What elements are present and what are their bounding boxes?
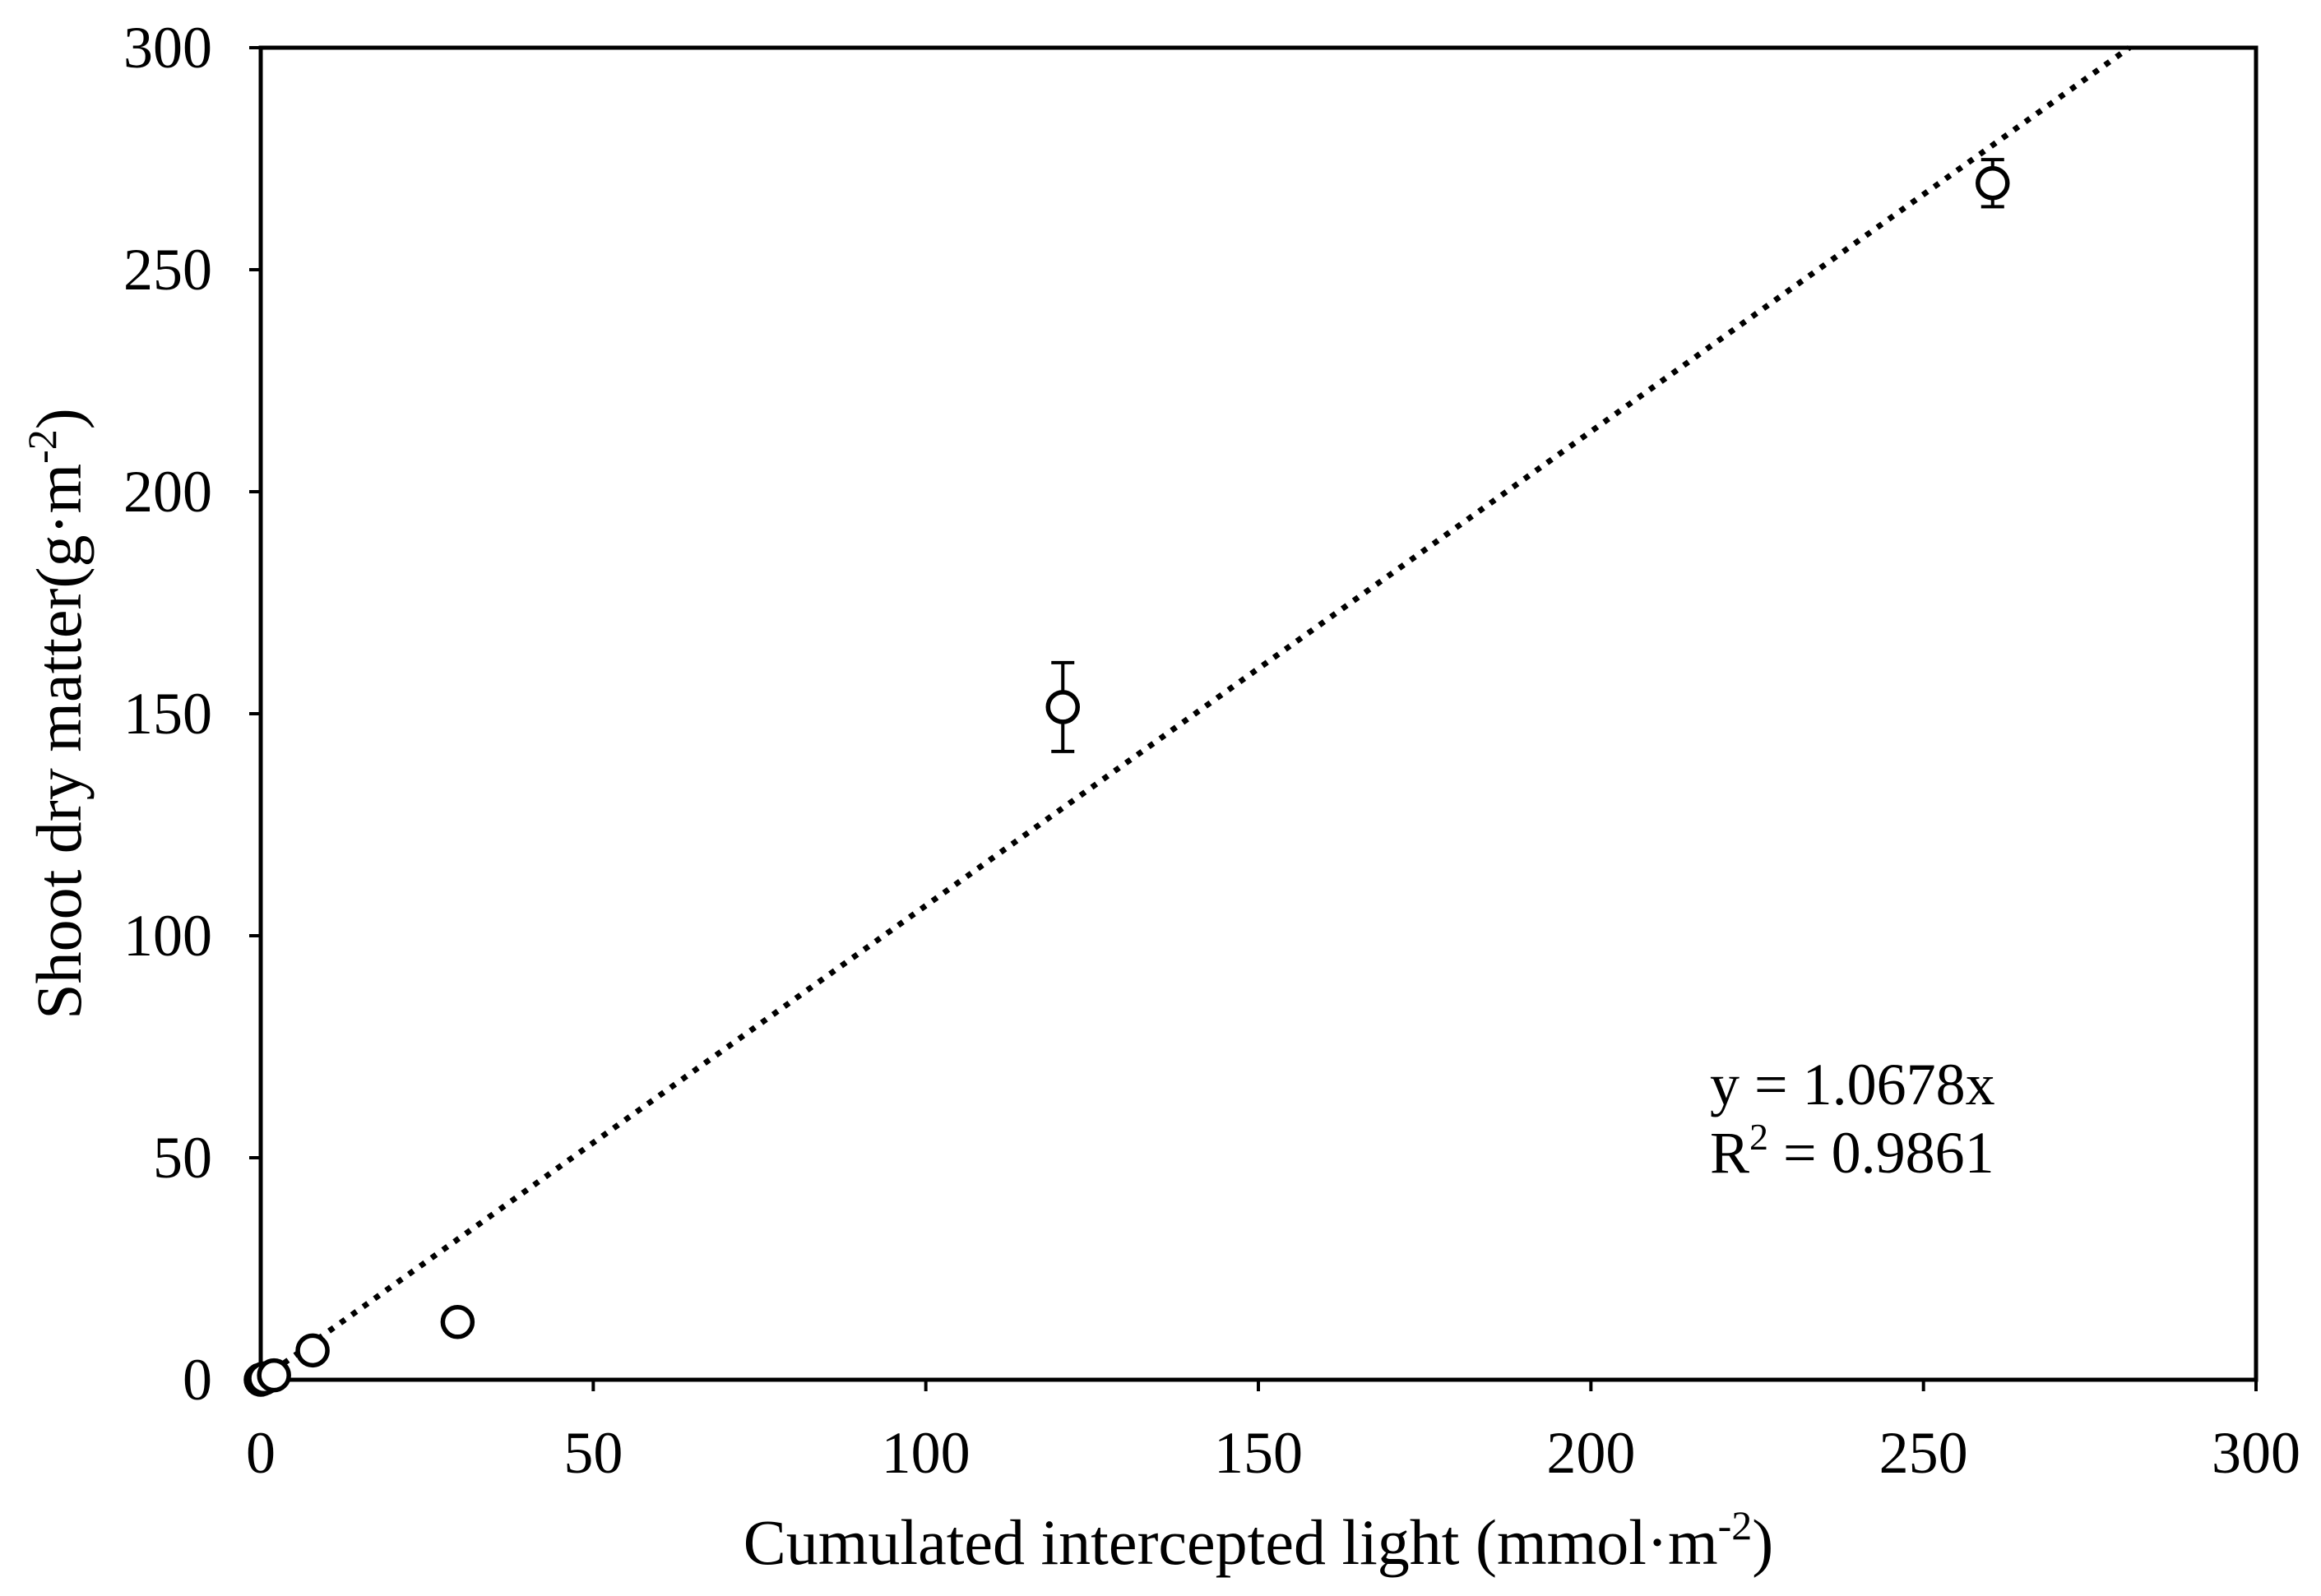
data-point [1976,165,2010,201]
data-point [1045,690,1081,724]
r-squared-tail: = 0.9861 [1768,1120,1994,1186]
x-axis-label: Cumulated intercepted light (mmol·m-2) [744,1502,1774,1578]
x-tick-label: 300 [2212,1420,2300,1486]
data-point [295,1333,330,1368]
y-tick-label: 250 [123,237,212,303]
data-point [257,1358,291,1393]
tick-labels: 0 50 100 150 200 250 300 0 50 100 150 200 250 300 [123,15,2300,1486]
x-axis-label-main: Cumulated intercepted light (mmol·m [744,1506,1718,1578]
x-tick-label: 50 [563,1420,623,1486]
x-tick-label: 150 [1214,1420,1303,1486]
r-squared-main: R [1710,1120,1749,1186]
y-tick-label: 150 [123,681,212,747]
y-axis-label-main: Shoot dry matter(g·m [23,464,95,1020]
y-tick-label: 100 [123,903,212,969]
y-axis-label-tail: ) [23,408,95,429]
x-axis-label-tail: ) [1752,1506,1773,1578]
y-axis-label: Shoot dry matter(g·m-2) [19,408,95,1020]
y-axis-label-sup: -2 [19,429,65,464]
trendline-equation: y = 1.0678x [1710,1052,1995,1117]
trendline [258,45,2131,1382]
y-tick-label: 0 [183,1347,212,1413]
x-tick-label: 200 [1546,1420,1635,1486]
plot-frame [258,45,2258,1382]
trendline-layer [258,45,2131,1382]
r-squared-sup: 2 [1749,1116,1768,1158]
y-tick-label: 50 [153,1125,212,1191]
x-tick-label: 0 [246,1420,276,1486]
y-tick-label: 200 [123,459,212,525]
data-point [440,1305,475,1339]
x-tick-label: 250 [1879,1420,1968,1486]
r-squared-label: R2 = 0.9861 [1710,1116,1994,1186]
x-tick-label: 100 [882,1420,971,1486]
y-tick-label: 300 [123,15,212,81]
x-axis-label-sup: -2 [1718,1502,1753,1548]
data-points [243,165,2010,1397]
